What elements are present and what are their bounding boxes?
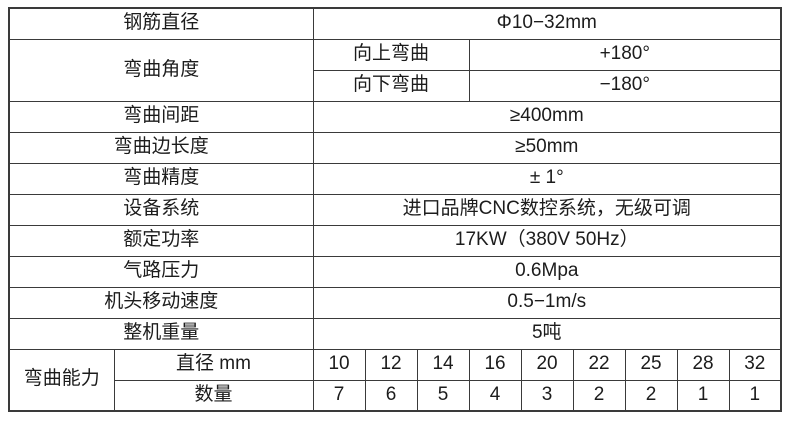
capability-quantity-header: 数量 bbox=[113, 379, 314, 412]
spec-label-head-speed: 机头移动速度 bbox=[8, 286, 314, 319]
capability-quantity-value: 3 bbox=[520, 379, 574, 412]
spec-value-bend-up: +180° bbox=[468, 38, 782, 71]
spec-value-head-speed: 0.5−1m/s bbox=[312, 286, 782, 319]
capability-quantity-value: 4 bbox=[468, 379, 522, 412]
capability-diameter-value: 20 bbox=[520, 348, 574, 381]
row-bend-precision: 弯曲精度 ± 1° bbox=[8, 162, 782, 195]
spec-label-bend-precision: 弯曲精度 bbox=[8, 162, 314, 195]
capability-quantity-value: 5 bbox=[416, 379, 470, 412]
capability-diameter-value: 12 bbox=[364, 348, 418, 381]
row-air-pressure: 气路压力 0.6Mpa bbox=[8, 255, 782, 288]
capability-quantity-value: 7 bbox=[312, 379, 366, 412]
spec-label-bend-capability: 弯曲能力 bbox=[8, 348, 115, 412]
spec-value-machine-weight: 5吨 bbox=[312, 317, 782, 350]
spec-value-rebar-diameter: Φ10−32mm bbox=[312, 7, 782, 40]
spec-value-control-system: 进口品牌CNC数控系统，无级可调 bbox=[312, 193, 782, 226]
spec-label-air-pressure: 气路压力 bbox=[8, 255, 314, 288]
row-bend-side-length: 弯曲边长度 ≥50mm bbox=[8, 131, 782, 164]
spec-label-rebar-diameter: 钢筋直径 bbox=[8, 7, 314, 40]
specification-table: 钢筋直径 Φ10−32mm 弯曲角度 向上弯曲 +180° 向下弯曲 −180°… bbox=[8, 7, 783, 412]
row-capability-quantities: 数量 7 6 5 4 3 2 2 1 1 bbox=[9, 379, 782, 412]
row-control-system: 设备系统 进口品牌CNC数控系统，无级可调 bbox=[8, 193, 782, 226]
capability-diameter-value: 25 bbox=[624, 348, 678, 381]
capability-diameter-header: 直径 mm bbox=[113, 348, 314, 381]
spec-value-air-pressure: 0.6Mpa bbox=[312, 255, 782, 288]
capability-quantity-value: 6 bbox=[364, 379, 418, 412]
capability-diameter-value: 28 bbox=[676, 348, 730, 381]
capability-quantity-value: 1 bbox=[728, 379, 782, 412]
capability-diameter-value: 32 bbox=[728, 348, 782, 381]
spec-value-rated-power: 17KW（380V 50Hz） bbox=[312, 224, 782, 257]
row-machine-weight: 整机重量 5吨 bbox=[8, 317, 782, 350]
row-rebar-diameter: 钢筋直径 Φ10−32mm bbox=[8, 7, 782, 40]
capability-quantity-value: 2 bbox=[624, 379, 678, 412]
spec-value-bend-precision: ± 1° bbox=[312, 162, 782, 195]
spec-label-control-system: 设备系统 bbox=[8, 193, 314, 226]
spec-label-bend-side-length: 弯曲边长度 bbox=[8, 131, 314, 164]
capability-quantity-value: 2 bbox=[572, 379, 626, 412]
capability-quantity-value: 1 bbox=[676, 379, 730, 412]
row-bend-angle-up: 弯曲角度 向上弯曲 +180° bbox=[8, 38, 782, 102]
spec-label-machine-weight: 整机重量 bbox=[8, 317, 314, 350]
spec-value-bend-down: −180° bbox=[468, 69, 782, 102]
capability-diameter-value: 10 bbox=[312, 348, 366, 381]
spec-label-bend-angle: 弯曲角度 bbox=[8, 38, 314, 102]
row-bend-angle-down: 向下弯曲 −180° bbox=[9, 69, 782, 102]
spec-label-rated-power: 额定功率 bbox=[8, 224, 314, 257]
capability-diameter-value: 22 bbox=[572, 348, 626, 381]
row-bend-spacing: 弯曲间距 ≥400mm bbox=[8, 100, 782, 133]
spec-sublabel-bend-down: 向下弯曲 bbox=[312, 69, 470, 102]
row-capability-diameters: 弯曲能力 直径 mm 10 12 14 16 20 22 25 28 32 bbox=[8, 348, 782, 412]
spec-value-bend-spacing: ≥400mm bbox=[312, 100, 782, 133]
capability-diameter-value: 16 bbox=[468, 348, 522, 381]
row-head-speed: 机头移动速度 0.5−1m/s bbox=[8, 286, 782, 319]
spec-sublabel-bend-up: 向上弯曲 bbox=[312, 38, 470, 71]
spec-value-bend-side-length: ≥50mm bbox=[312, 131, 782, 164]
row-rated-power: 额定功率 17KW（380V 50Hz） bbox=[8, 224, 782, 257]
spec-label-bend-spacing: 弯曲间距 bbox=[8, 100, 314, 133]
capability-diameter-value: 14 bbox=[416, 348, 470, 381]
